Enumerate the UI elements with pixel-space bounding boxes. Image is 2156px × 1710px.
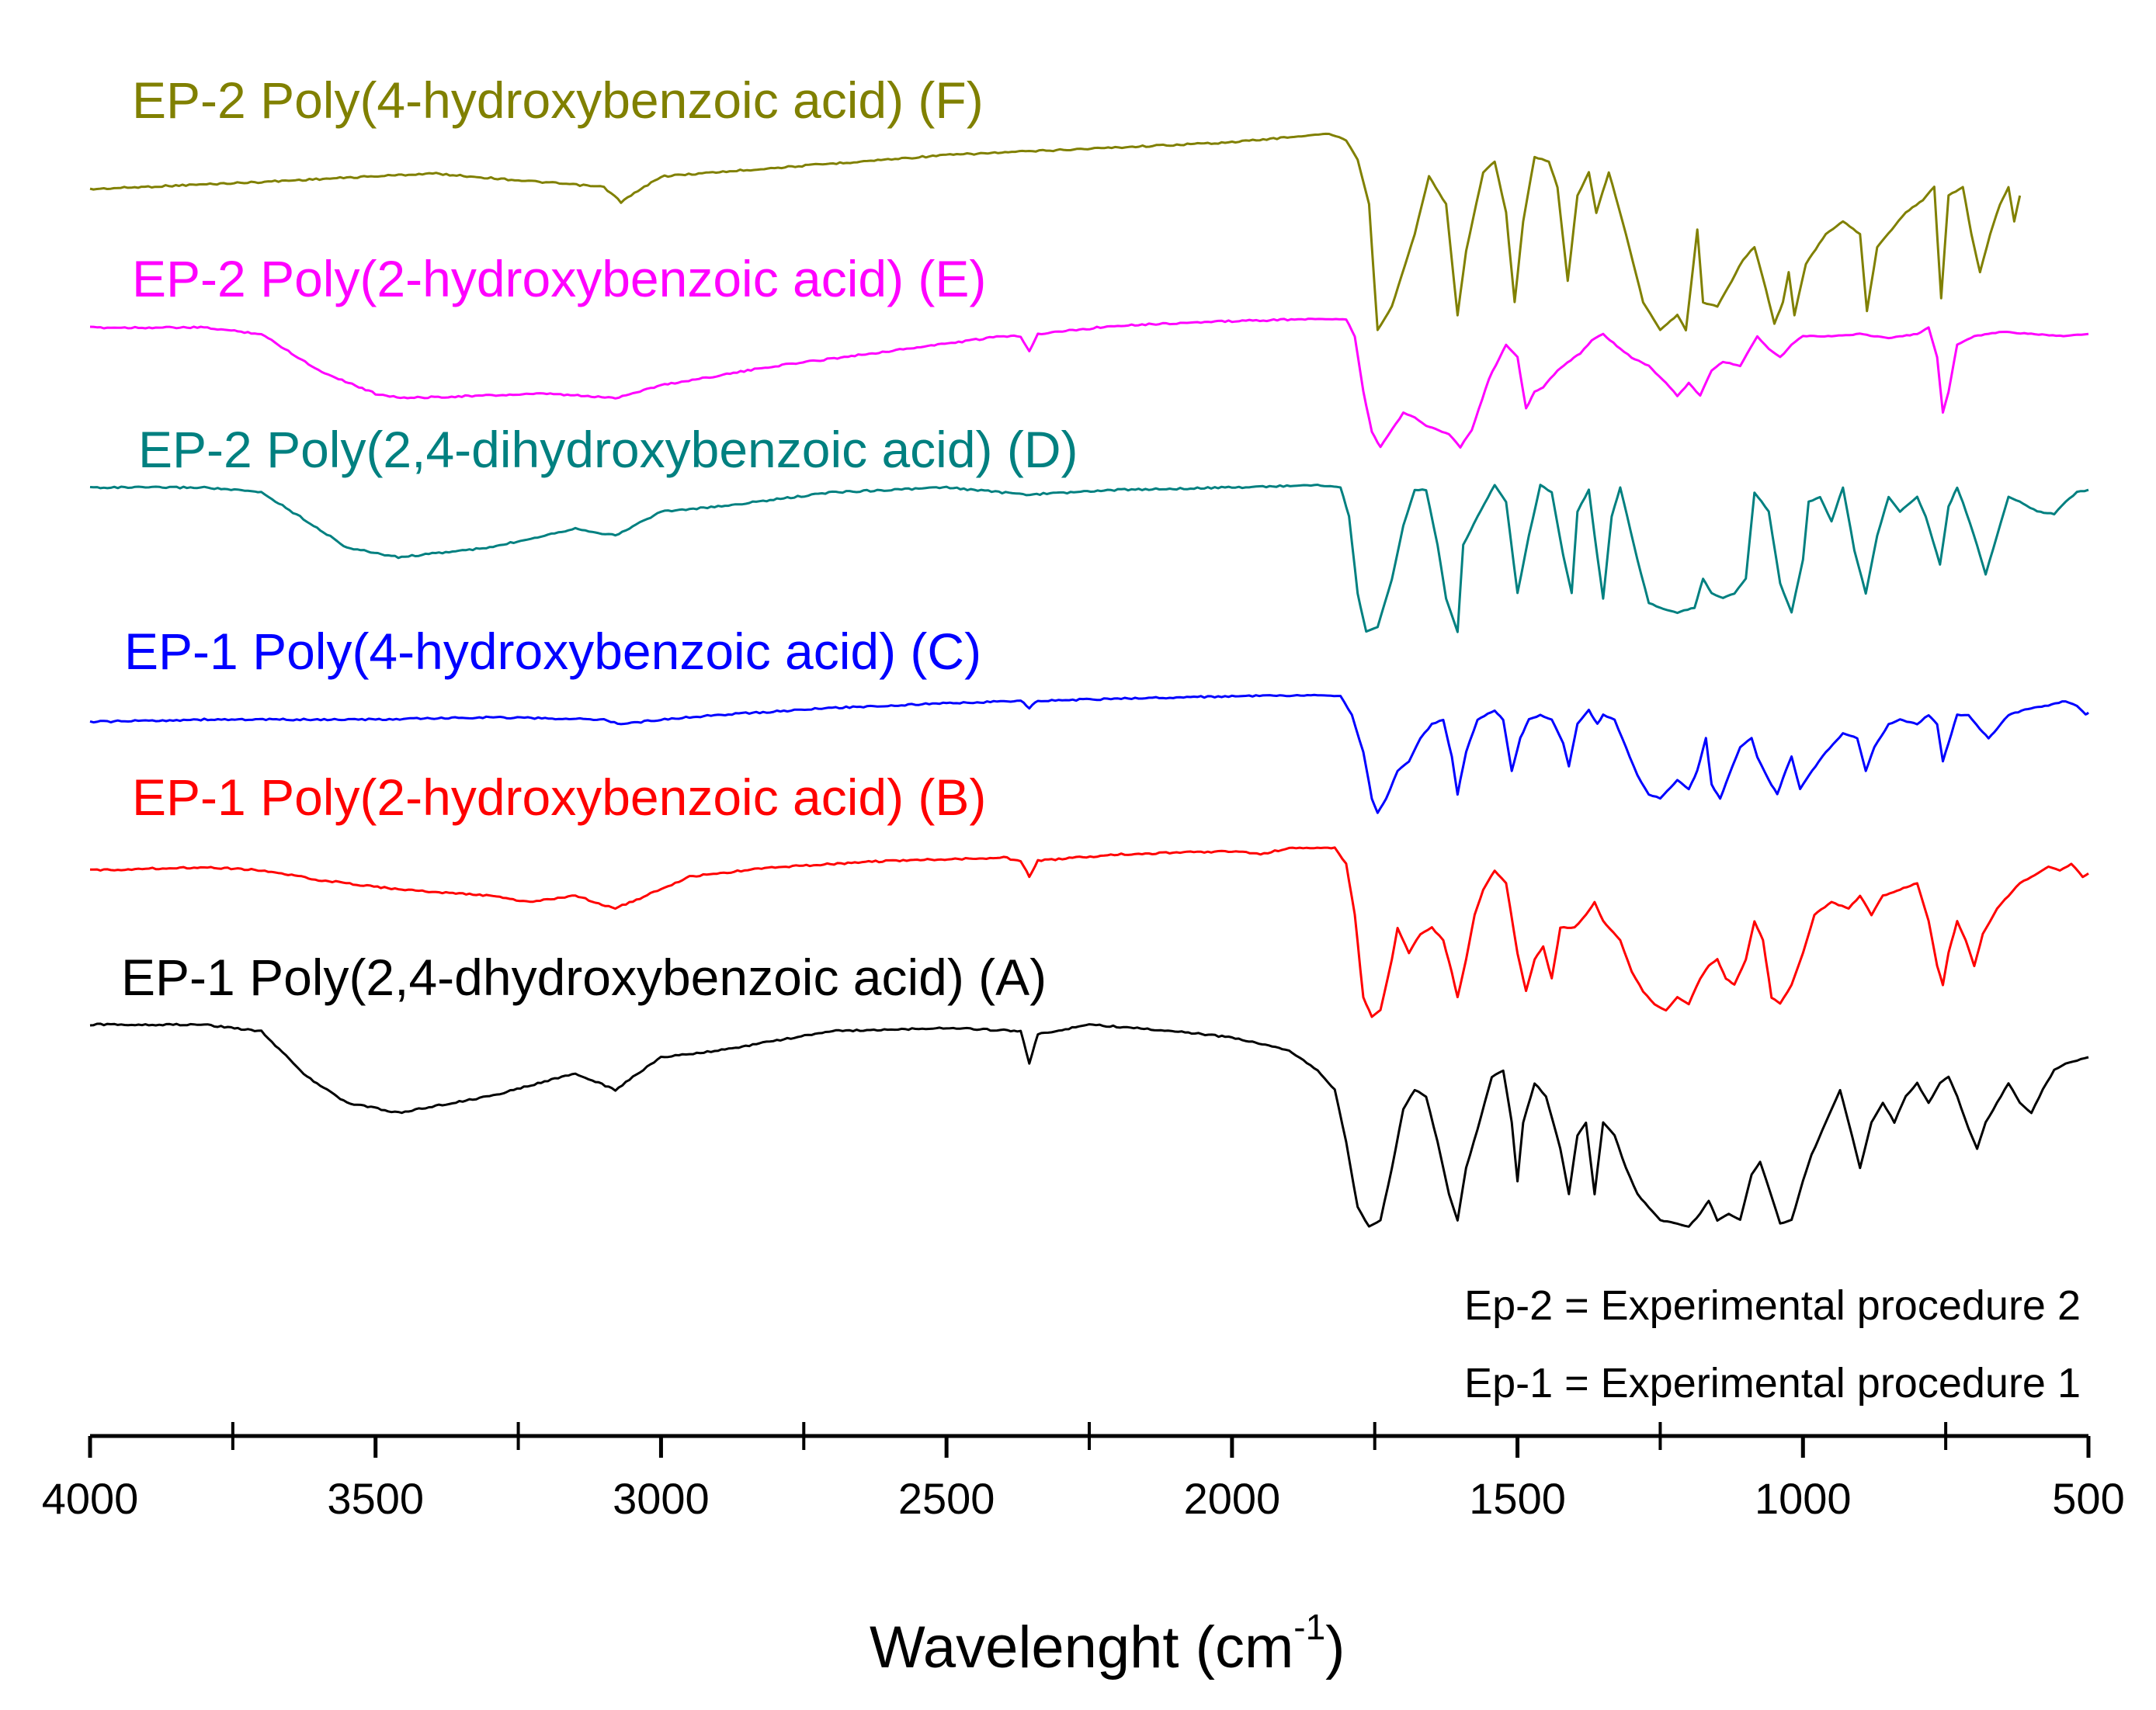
x-tick-label-1500: 1500 [1469, 1474, 1566, 1523]
series-label-D: EP-2 Poly(2,4-dihydroxybenzoic acid) (D) [138, 421, 1078, 478]
x-tick-label-2500: 2500 [898, 1474, 995, 1523]
x-axis-title-sup: -1 [1293, 1607, 1325, 1647]
series-label-C: EP-1 Poly(4-hydroxybenzoic acid) (C) [124, 623, 981, 680]
series-line-B [89, 846, 2089, 1018]
x-tick-label-3000: 3000 [613, 1474, 710, 1523]
x-tick-label-4000: 4000 [42, 1474, 139, 1523]
series-label-F: EP-2 Poly(4-hydroxybenzoic acid) (F) [132, 71, 984, 129]
x-axis-title-close: ) [1325, 1615, 1345, 1681]
series-line-E [89, 317, 2089, 449]
note-ep1: Ep-1 = Experimental procedure 1 [1464, 1360, 2081, 1407]
x-tick-label-3500: 3500 [327, 1474, 424, 1523]
series-line-C [89, 693, 2089, 814]
series-line-F [89, 132, 2022, 331]
note-ep2: Ep-2 = Experimental procedure 2 [1464, 1282, 2081, 1329]
x-tick-label-2000: 2000 [1184, 1474, 1281, 1523]
x-axis-title: Wavelenght (cm-1) [870, 1607, 1345, 1681]
x-axis-title-text: Wavelenght (cm [870, 1615, 1293, 1681]
series-line-D [89, 484, 2089, 633]
series-line-A [89, 1022, 2089, 1228]
x-tick-label-1000: 1000 [1755, 1474, 1852, 1523]
x-axis-ticks: 4000 3500 3000 2500 2000 1500 1000 500 [42, 1422, 2125, 1523]
series-label-E: EP-2 Poly(2-hydroxybenzoic acid) (E) [132, 250, 986, 307]
series-label-A: EP-1 Poly(2,4-dhydroxybenzoic acid) (A) [121, 949, 1047, 1006]
spectra-traces [89, 132, 2089, 1228]
series-label-B: EP-1 Poly(2-hydroxybenzoic acid) (B) [132, 768, 986, 826]
x-tick-label-500: 500 [2052, 1474, 2124, 1523]
